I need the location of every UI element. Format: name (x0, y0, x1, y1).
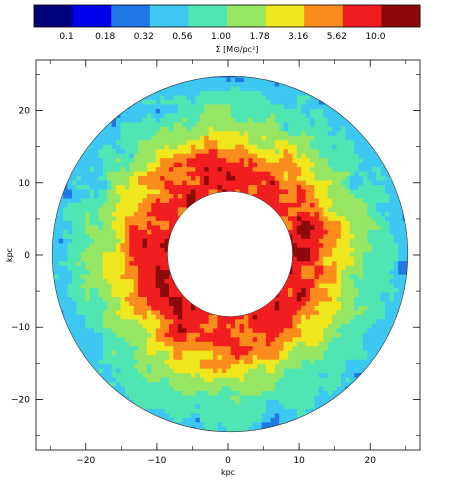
colorbar-swatch (111, 5, 151, 27)
colorbar-tick-label: 0.32 (134, 32, 154, 42)
y-tick-label: −10 (11, 323, 30, 333)
colorbar-swatch (342, 5, 382, 27)
colorbar-swatch (149, 5, 189, 27)
colorbar-swatch (265, 5, 305, 27)
x-axis-label: kpc (221, 468, 235, 477)
colorbar-tick-label: 5.62 (327, 32, 347, 42)
central-hole (167, 191, 293, 317)
colorbar-frame (33, 4, 421, 28)
colorbar-tick-label: 10.0 (365, 32, 385, 42)
colorbar-swatch (381, 5, 421, 27)
y-axis-label: kpc (5, 248, 14, 262)
colorbar-swatch (227, 5, 266, 27)
colorbar-tick-label: 1.78 (250, 32, 270, 42)
x-tick-label: 10 (293, 456, 305, 466)
colorbar-tick-label: 3.16 (288, 32, 308, 42)
x-tick-label: −20 (76, 456, 95, 466)
x-tick-label: −10 (147, 456, 166, 466)
y-tick-label: −20 (11, 395, 30, 405)
disk-density-field (51, 75, 409, 433)
x-tick-label: 0 (225, 456, 231, 466)
x-tick-label: 20 (364, 456, 376, 466)
axes: −20 −10 0 10 20 −20 −10 0 10 20 (11, 60, 420, 466)
colorbar-swatch (188, 5, 228, 27)
disk-outer-edge (51, 75, 409, 433)
colorbar: 0.1 0.18 0.32 0.56 1.00 1.78 3.16 5.62 10.0 (33, 4, 421, 42)
y-tick-label: 0 (24, 251, 30, 261)
colorbar-label: Σ [M⊙/pc²] (216, 45, 259, 54)
colorbar-swatch (72, 5, 112, 27)
colorbar-tick-label: 1.00 (211, 32, 231, 42)
colorbar-tick-label: 0.1 (59, 32, 73, 42)
colorbar-tick-label: 0.18 (95, 32, 115, 42)
colorbar-swatch (304, 5, 344, 27)
colorbar-tick-label: 0.56 (172, 32, 192, 42)
y-tick-label: 20 (19, 107, 31, 117)
colorbar-swatch (34, 5, 73, 27)
y-tick-label: 10 (19, 179, 31, 189)
density-field (52, 76, 408, 432)
